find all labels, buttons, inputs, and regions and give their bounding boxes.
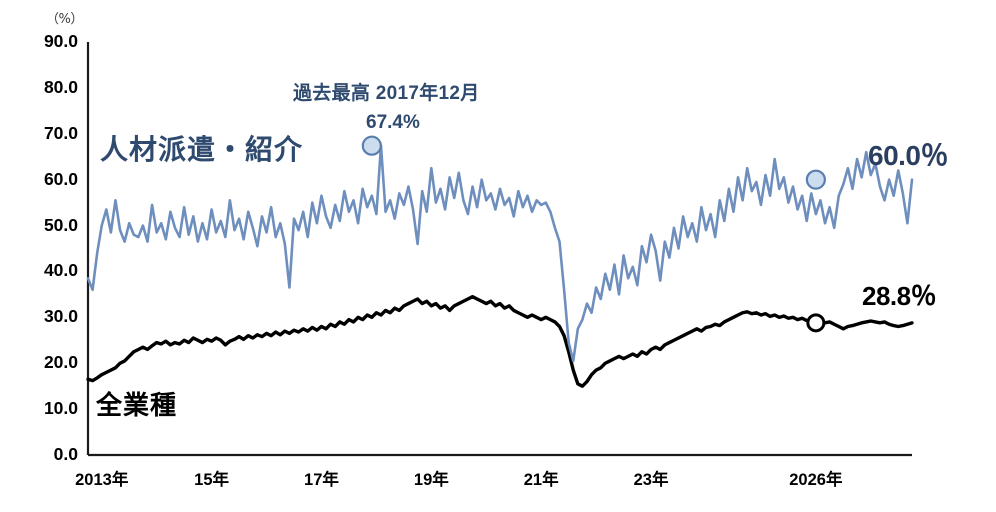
series-line-staffing: [86, 144, 914, 363]
data-marker-staffing-0: [361, 135, 382, 156]
x-axis-tick-2023: 23年: [633, 471, 669, 489]
x-axis-tick-2015: 15年: [194, 471, 230, 489]
data-marker-all-industries-2: [806, 313, 826, 333]
y-axis-tick-0-0: 0.0: [53, 444, 78, 464]
y-axis-tick-40-0: 40.0: [43, 260, 78, 281]
end-value-all-industries: 28.8％: [862, 281, 937, 311]
series-label-all-industries: 全業種: [96, 390, 178, 420]
data-point-markers: [361, 135, 826, 333]
x-axis-tick-2017: 17年: [304, 471, 339, 489]
y-axis-tick-30-0: 30.0: [43, 306, 78, 327]
series-label-staffing: 人材派遣・紹介: [100, 134, 304, 165]
x-axis-tick-2026: 2026年: [789, 471, 843, 489]
y-axis-tick-60-0: 60.0: [43, 168, 78, 189]
y-axis-tick-80-0: 80.0: [43, 76, 78, 97]
y-axis-tick-20-0: 20.0: [43, 352, 78, 373]
peak-annotation-title: 過去最高 2017年12月: [293, 83, 480, 104]
y-axis-tick-70-0: 70.0: [43, 122, 78, 143]
peak-annotation-value: 67.4%: [366, 112, 420, 133]
data-marker-staffing-1: [805, 169, 826, 190]
y-axis-tick-10-0: 10.0: [43, 398, 78, 419]
y-axis-tick-90-0: 90.0: [43, 31, 78, 51]
y-axis-tick-50-0: 50.0: [43, 214, 78, 235]
x-axis-tick-2013: 2013年: [75, 471, 129, 489]
x-axis-tick-2019: 19年: [413, 471, 449, 489]
x-axis-tick-2021: 21年: [523, 471, 559, 489]
series-line-all-industries: [86, 294, 914, 388]
end-value-staffing: 60.0％: [868, 140, 949, 171]
y-axis-unit-label: （%）: [46, 12, 83, 27]
